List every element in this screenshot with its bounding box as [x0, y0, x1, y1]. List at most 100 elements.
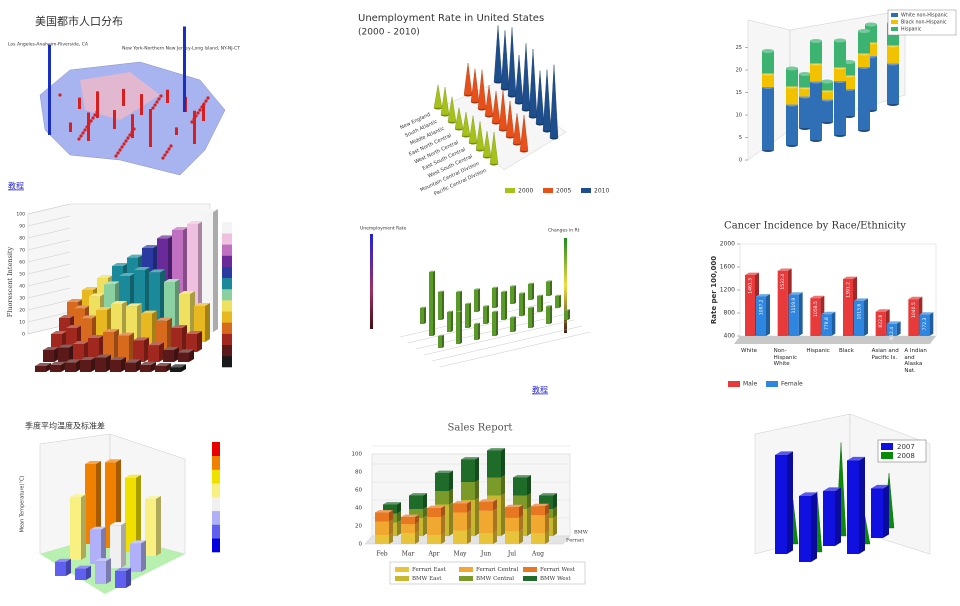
- city-dot: [169, 144, 173, 148]
- x-tick-label: Asian and Pacific Is.: [871, 348, 899, 361]
- city-dot: [161, 156, 165, 160]
- cylinder-cap: [799, 72, 811, 76]
- cone: [482, 130, 492, 158]
- bar-top: [539, 493, 557, 496]
- bar: [531, 506, 545, 516]
- bar-side: [449, 470, 453, 491]
- legend-label: Female: [781, 381, 803, 388]
- cone: [512, 113, 522, 145]
- bar-side: [84, 341, 89, 362]
- bar-side: [545, 512, 549, 534]
- bar-side: [460, 310, 462, 344]
- bar-side: [467, 528, 471, 544]
- bar-top: [163, 347, 179, 350]
- legend-swatch: [459, 567, 473, 572]
- bar-side: [475, 457, 479, 482]
- legend-swatch: [395, 567, 409, 572]
- bar-top: [89, 293, 105, 297]
- cone: [440, 86, 450, 116]
- bar-side: [205, 303, 210, 342]
- bar: [479, 510, 493, 534]
- data-label: 1040.5: [911, 302, 917, 318]
- bar: [453, 512, 467, 531]
- x-tick-label: Aug: [531, 551, 544, 558]
- bar-top: [43, 347, 59, 350]
- bar-side: [501, 448, 505, 478]
- bar-top: [75, 565, 91, 569]
- bar: [202, 212, 213, 332]
- cylinder-segment: [858, 31, 870, 54]
- bar-top: [546, 280, 552, 282]
- city-dot: [58, 93, 62, 97]
- bar-top: [871, 484, 889, 489]
- colorbar-cell: [212, 538, 220, 553]
- colorbar-cell: [222, 322, 232, 334]
- colorbar-cell: [212, 455, 220, 470]
- depth-label: BMW: [574, 530, 589, 536]
- bar: [401, 524, 415, 534]
- bar-top: [474, 322, 480, 324]
- legend-swatch: [881, 443, 893, 450]
- legend-label: BMW East: [412, 576, 442, 582]
- bar-side: [151, 361, 156, 372]
- bar: [756, 296, 766, 336]
- link[interactable]: 教程: [8, 181, 24, 191]
- bar-side: [76, 359, 81, 372]
- legend-swatch: [543, 188, 553, 193]
- bar-top: [420, 306, 426, 308]
- bar: [474, 289, 478, 312]
- y-axis-label: Rate per 100,000: [710, 256, 718, 324]
- bar: [55, 561, 66, 576]
- data-label: 779.8: [824, 317, 830, 330]
- cylinder-segment: [799, 96, 811, 128]
- bar-top: [125, 474, 141, 478]
- bar: [474, 324, 478, 340]
- bar: [156, 320, 167, 352]
- cone: [484, 85, 494, 117]
- bar-top: [130, 540, 146, 544]
- bar: [70, 497, 81, 560]
- bar: [564, 310, 568, 320]
- grid-line: [27, 311, 71, 323]
- bar: [125, 362, 136, 372]
- cylinder-segment: [834, 40, 846, 68]
- bar-side: [136, 474, 141, 552]
- legend-label: Ferrari East: [412, 567, 447, 573]
- bar-top: [453, 501, 471, 504]
- bar-side: [141, 540, 146, 572]
- x-tick-label: Jun: [480, 551, 491, 558]
- bar-side: [61, 361, 66, 372]
- bar: [528, 284, 532, 300]
- colorbar-cell: [222, 233, 232, 245]
- bar: [810, 298, 821, 336]
- bar-top: [854, 298, 868, 301]
- bar-top: [66, 325, 82, 328]
- bar-side: [505, 290, 507, 320]
- bar-side: [81, 494, 86, 560]
- bar-side: [182, 325, 187, 352]
- bar-top: [134, 267, 150, 270]
- bar: [919, 314, 930, 336]
- bar-side: [553, 493, 557, 509]
- x-tick-label: Mar: [402, 551, 415, 558]
- bar: [105, 462, 116, 548]
- bar-side: [397, 520, 401, 536]
- bar-side: [467, 501, 471, 513]
- legend-label: White non-Hispanic: [901, 13, 948, 19]
- bar-top: [875, 309, 890, 312]
- cone: [521, 43, 531, 111]
- cylinder-segment: [810, 81, 822, 140]
- bar: [81, 318, 92, 352]
- legend-label: BMW West: [540, 576, 571, 582]
- city-dot: [206, 96, 210, 100]
- legend-swatch: [881, 452, 893, 459]
- bar: [69, 122, 72, 132]
- city-dot: [122, 142, 126, 146]
- bar-top: [126, 303, 142, 307]
- map-region: [80, 72, 160, 120]
- link[interactable]: 教程: [532, 385, 548, 395]
- bar-side: [442, 334, 444, 348]
- bar: [745, 274, 755, 336]
- city-dot: [153, 103, 157, 107]
- y-tick-label: 5: [739, 135, 742, 141]
